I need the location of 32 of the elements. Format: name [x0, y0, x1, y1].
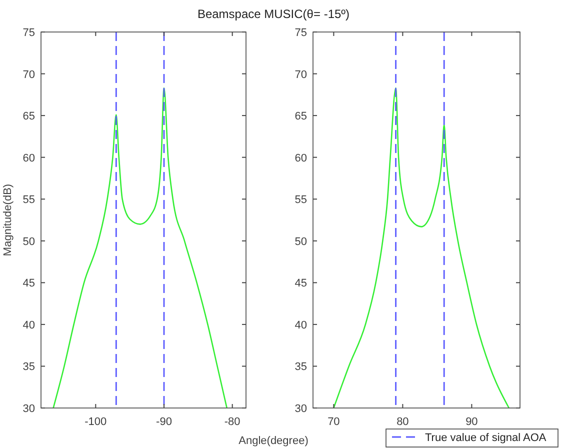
y-tick-label: 60	[22, 152, 35, 164]
y-tick-label: 45	[294, 278, 307, 290]
y-tick-label: 60	[294, 152, 307, 164]
y-tick-label: 50	[294, 236, 307, 248]
x-tick-label: 70	[328, 416, 340, 428]
text: Beamspace MUSIC(θ= -15º)	[197, 7, 350, 21]
line-series	[333, 87, 510, 409]
y-tick-label: 65	[22, 110, 35, 123]
x-axis-title: Angle(degree)	[238, 435, 308, 447]
y-tick-label: 45	[22, 278, 35, 290]
y-tick-label: 70	[294, 68, 307, 81]
y-tick-label: 75	[22, 27, 35, 39]
y-tick-label: 75	[294, 27, 307, 39]
x-tick-label: -90	[156, 416, 172, 428]
y-tick-label: 70	[22, 68, 35, 81]
x-tick-label: -80	[224, 416, 240, 428]
y-tick-label: 30	[22, 403, 35, 415]
y-tick-label: 35	[22, 361, 35, 374]
legend-label: True value of signal AOA	[425, 432, 547, 444]
y-tick-label: 50	[22, 236, 35, 248]
y-tick-label: 40	[294, 319, 307, 332]
y-tick-label: 35	[294, 361, 307, 374]
line-series	[52, 87, 228, 409]
y-tick-label: 30	[294, 403, 307, 415]
y-tick-label: 55	[294, 194, 307, 206]
y-tick-label: 40	[22, 319, 35, 332]
x-tick-label: -100	[84, 416, 107, 428]
y-tick-label: 65	[294, 110, 307, 123]
y-axis-title: Magnitude(dB)	[2, 184, 14, 256]
x-tick-label: 90	[466, 416, 478, 428]
x-tick-label: 80	[396, 416, 409, 428]
y-tick-label: 55	[22, 194, 35, 206]
